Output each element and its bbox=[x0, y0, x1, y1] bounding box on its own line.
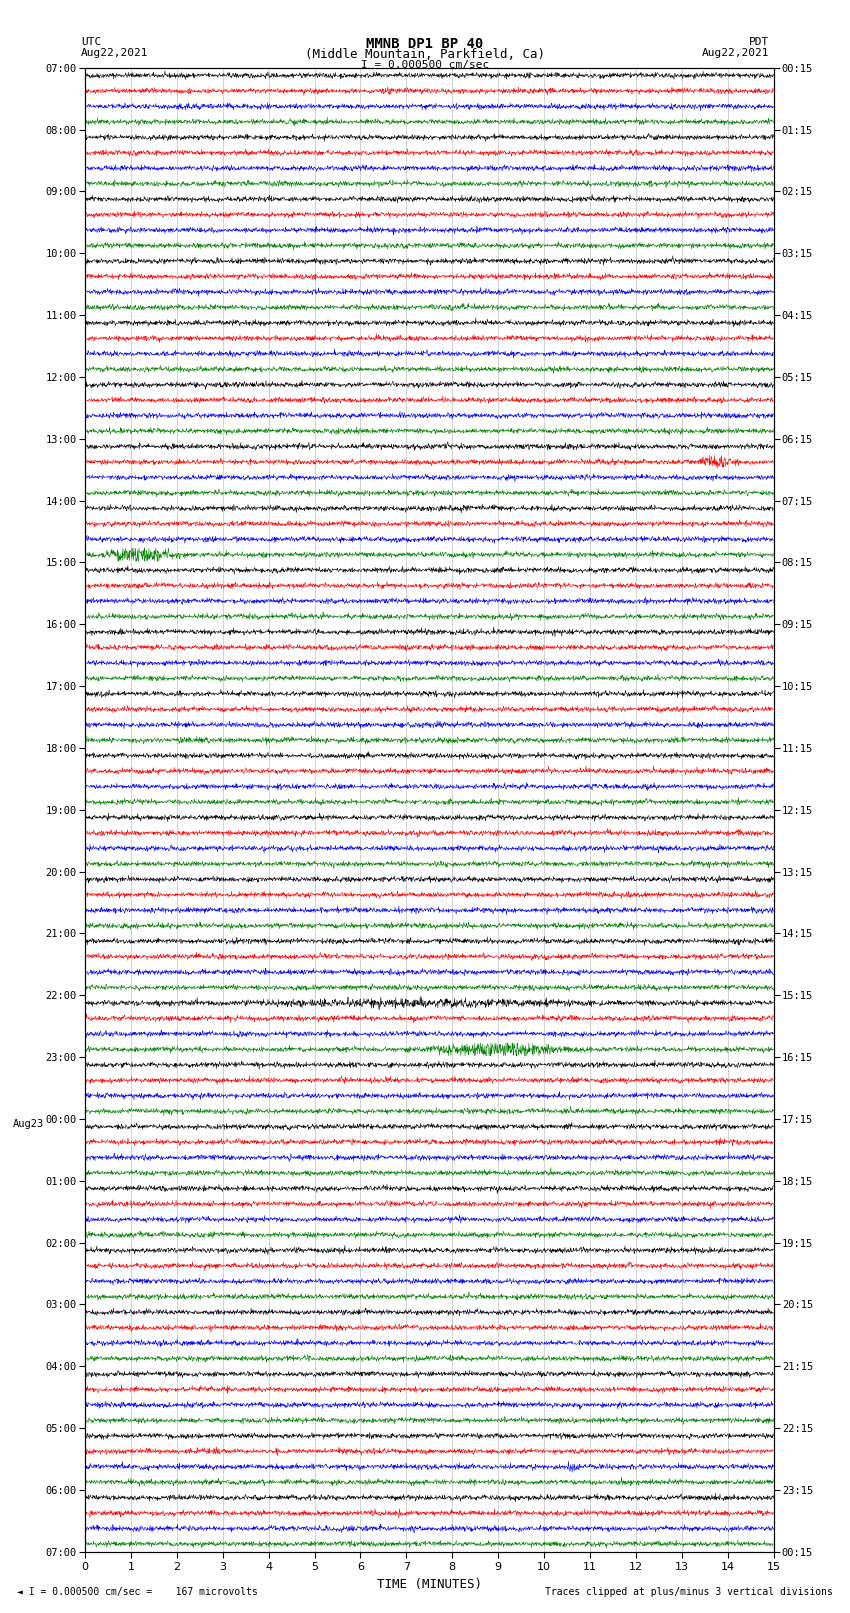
Text: PDT: PDT bbox=[749, 37, 769, 47]
Text: Aug23: Aug23 bbox=[13, 1119, 44, 1129]
Text: (Middle Mountain, Parkfield, Ca): (Middle Mountain, Parkfield, Ca) bbox=[305, 48, 545, 61]
Text: Aug22,2021: Aug22,2021 bbox=[702, 48, 769, 58]
Text: Traces clipped at plus/minus 3 vertical divisions: Traces clipped at plus/minus 3 vertical … bbox=[545, 1587, 833, 1597]
Text: I = 0.000500 cm/sec: I = 0.000500 cm/sec bbox=[361, 60, 489, 69]
Text: UTC: UTC bbox=[81, 37, 101, 47]
Text: Aug22,2021: Aug22,2021 bbox=[81, 48, 148, 58]
Text: ◄ I = 0.000500 cm/sec =    167 microvolts: ◄ I = 0.000500 cm/sec = 167 microvolts bbox=[17, 1587, 258, 1597]
Text: MMNB DP1 BP 40: MMNB DP1 BP 40 bbox=[366, 37, 484, 52]
X-axis label: TIME (MINUTES): TIME (MINUTES) bbox=[377, 1578, 482, 1590]
